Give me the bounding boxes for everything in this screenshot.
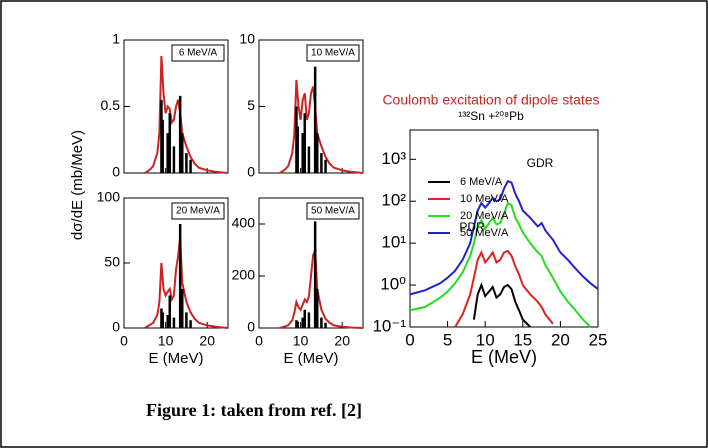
x-tick-label: 0 xyxy=(405,330,414,349)
series-line xyxy=(409,201,592,328)
y-tick-label: 0 xyxy=(247,164,255,180)
x-tick-label: 5 xyxy=(443,330,452,349)
x-tick-label: 10 xyxy=(293,333,309,349)
legend-label: 10 MeV/A xyxy=(460,193,509,205)
y-tick-label: 400 xyxy=(232,215,256,231)
x-tick-label: 20 xyxy=(551,330,570,349)
panel-label: 6 MeV/A xyxy=(179,48,218,59)
x-tick-label: 20 xyxy=(334,333,350,349)
series-line xyxy=(472,282,532,328)
y-tick-label: 10³ xyxy=(381,149,406,168)
legend-label: 20 MeV/A xyxy=(460,210,509,222)
annotation: GDR xyxy=(527,156,554,170)
series-line xyxy=(454,249,554,328)
chart-title: Coulomb excitation of dipole states xyxy=(382,92,599,108)
plot-frame xyxy=(409,129,599,328)
y-tick-label: 100 xyxy=(97,189,121,205)
y-tick-label: 5 xyxy=(247,97,255,113)
series-line xyxy=(409,179,599,296)
x-tick-label: 10 xyxy=(476,330,495,349)
y-tick-label: 0 xyxy=(112,164,120,180)
caption: Figure 1: taken from ref. [2] xyxy=(146,400,362,420)
x-tick-label: 0 xyxy=(120,333,128,349)
series-line xyxy=(144,236,229,329)
panel-label-box xyxy=(306,44,360,62)
x-tick-label: 25 xyxy=(589,330,608,349)
panel-label-box xyxy=(171,202,225,220)
y-tick-label: 10¹ xyxy=(381,233,406,252)
series-line xyxy=(279,79,364,174)
series-line xyxy=(144,55,229,174)
y-tick-label: 10 xyxy=(239,31,255,47)
y-axis-label: dσ/dE (mb/MeV) xyxy=(69,130,86,240)
x-tick-label: 20 xyxy=(199,333,215,349)
y-tick-label: 0 xyxy=(112,319,120,335)
y-tick-label: 10² xyxy=(381,191,406,210)
series-line xyxy=(279,249,364,329)
panel-label: 50 MeV/A xyxy=(311,206,355,217)
legend-label: 6 MeV/A xyxy=(460,176,503,188)
y-tick-label: 10⁻¹ xyxy=(372,316,406,335)
x-tick-label: 15 xyxy=(513,330,532,349)
panel-label: 20 MeV/A xyxy=(176,206,220,217)
x-axis-label: E (MeV) xyxy=(283,350,338,367)
panel-label-box xyxy=(171,44,225,62)
y-tick-label: 0 xyxy=(247,319,255,335)
panel-label: 10 MeV/A xyxy=(311,48,355,59)
y-tick-label: 200 xyxy=(232,267,256,283)
chart-subtitle: ¹³²Sn +²⁰⁸Pb xyxy=(458,109,524,123)
plot-frame xyxy=(258,197,364,329)
y-tick-label: 50 xyxy=(104,254,120,270)
x-axis-label: E (MeV) xyxy=(471,347,537,367)
panel-label-box xyxy=(306,202,360,220)
y-tick-label: 1 xyxy=(112,31,120,47)
y-tick-label: 10⁰ xyxy=(380,275,406,294)
x-tick-label: 10 xyxy=(158,333,174,349)
legend-label: 50 MeV/A xyxy=(460,227,509,239)
x-tick-label: 0 xyxy=(255,333,263,349)
annotation: PDR xyxy=(459,220,485,234)
x-axis-label: E (MeV) xyxy=(148,350,203,367)
y-tick-label: 0.5 xyxy=(101,97,121,113)
